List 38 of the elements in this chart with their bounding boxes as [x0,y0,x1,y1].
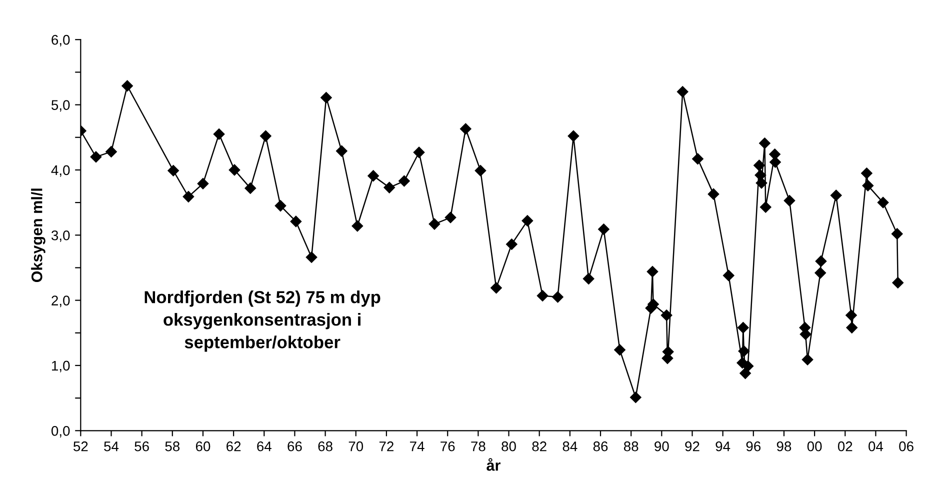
x-tick-label: 98 [776,441,792,452]
x-tick-label: 06 [899,441,914,452]
x-tick-label: 94 [716,441,730,452]
y-axis-title: Oksygen ml/l [31,188,46,282]
x-tick-label: 96 [746,441,761,452]
x-tick-label: 56 [134,441,149,452]
x-tick-label: 58 [165,441,180,452]
x-tick-label: 04 [868,441,884,452]
x-tick-label: 02 [838,441,852,452]
x-tick-label: 82 [532,441,546,452]
x-tick-label: 60 [196,441,210,452]
x-tick-label: 90 [654,441,669,452]
x-tick-label: 54 [104,442,119,452]
x-tick-label: 88 [624,441,638,452]
y-tick-label: 0,0 [51,426,70,438]
x-tick-label: 84 [562,441,578,452]
y-tick-label: 2,0 [52,296,70,308]
x-tick-label: 52 [73,441,88,452]
y-tick-label: 4,0 [51,165,70,177]
x-tick-label: 00 [807,441,822,452]
x-tick-label: 70 [348,441,364,452]
x-tick-label: 66 [288,441,302,452]
x-tick-label: 76 [440,441,455,452]
x-tick-label: 80 [502,441,516,452]
x-tick-label: 72 [379,441,394,452]
annotation: Nordfjorden (St 52) 75 m dyp oksygenkonsentrasjon i september/oktober [144,290,380,352]
x-tick-label: 68 [318,441,332,452]
x-tick-label: 92 [685,441,700,452]
x-tick-label: 86 [593,441,608,452]
x-axis-title: år [486,458,500,471]
y-tick-label: 6,0 [52,34,70,46]
x-tick-label: 74 [410,442,424,452]
y-tick-label: 5,0 [52,100,70,112]
x-tick-label: 78 [471,441,486,452]
x-tick-label: 62 [226,441,241,452]
y-tick-label: 1,0 [52,360,70,372]
x-tick-label: 64 [257,441,272,452]
y-tick-label: 3,0 [51,230,70,242]
